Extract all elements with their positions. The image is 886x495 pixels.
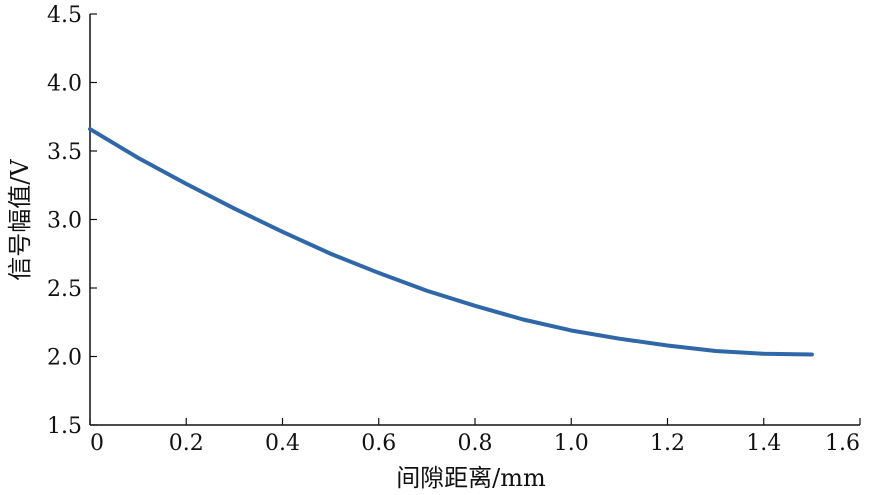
- x-tick-label: 1.2: [650, 431, 685, 456]
- x-tick-label: 0.8: [458, 431, 493, 456]
- y-tick-label: 3.5: [47, 140, 82, 165]
- x-axis-label: 间隙距离/mm: [396, 464, 546, 492]
- y-ticks: 1.5 2.0 2.5 3.0 3.5 4.0 4.5: [47, 3, 97, 439]
- x-tick-label: 1.0: [554, 431, 589, 456]
- y-tick-label: 1.5: [47, 414, 82, 439]
- axes: [89, 14, 860, 426]
- y-tick-label: 2.5: [47, 277, 82, 302]
- x-tick-label: 0.4: [265, 431, 300, 456]
- y-axis-label: 信号幅值/V: [6, 159, 34, 281]
- x-ticks: 0 0.2 0.4 0.6 0.8 1.0 1.2 1.4 1.6: [89, 418, 861, 456]
- series-line-0: [88, 127, 814, 357]
- y-tick-label: 2.0: [47, 346, 82, 371]
- series-layer: [88, 127, 814, 357]
- x-tick-label: 1.6: [825, 431, 860, 456]
- x-tick-label: 0.6: [361, 431, 396, 456]
- x-tick-label: 0.2: [169, 431, 204, 456]
- y-tick-label: 4.0: [47, 72, 82, 97]
- x-tick-label: 1.4: [746, 431, 781, 456]
- x-tick-label: 0: [90, 431, 104, 456]
- y-tick-label: 4.5: [47, 3, 82, 28]
- y-tick-label: 3.0: [47, 209, 82, 234]
